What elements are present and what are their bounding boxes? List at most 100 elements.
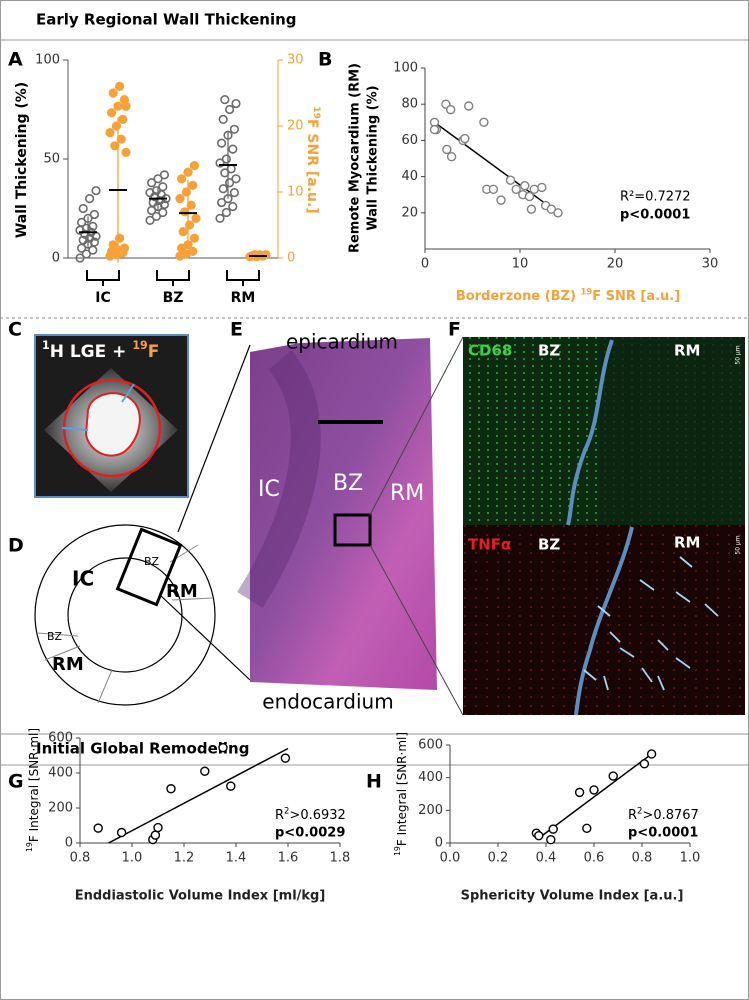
y-axis-label: 19F Integral [SNR·ml] [393,732,409,856]
point [151,211,161,222]
image-label: endocardium [262,690,393,714]
point [218,742,228,753]
histology-image: epicardium endocardium IC BZ RM [237,330,464,716]
y-tick-label: 0 [435,836,443,851]
y-tick-label: 100 [393,61,418,76]
region-label: RM [674,534,700,552]
region-label: BZ [538,536,560,554]
y-tick-label: 600 [418,738,443,753]
trendline [538,753,653,839]
x-tick-label: BZ [163,290,184,306]
y-tick-label: 100 [35,53,60,68]
point [553,208,563,218]
text-part: 19 [132,339,147,352]
point [105,128,115,138]
region-label: BZ [144,555,160,568]
point [106,108,117,118]
point [496,195,506,205]
image-label: epicardium [286,330,398,354]
x-tick-label: 10 [512,257,529,272]
ring-diagram [34,344,251,706]
x-axis-label: Sphericity Volume Index [a.u.] [461,889,684,904]
point [118,114,128,124]
point [91,186,101,196]
text-part: 19 [25,842,34,852]
point [114,233,125,243]
annotation: p<0.0001 [620,208,690,223]
point [158,182,168,192]
x-tick-label: 0.2 [488,851,509,866]
y-tick-label: 600 [48,731,73,746]
point [221,154,231,164]
point [114,81,125,91]
point [178,227,188,237]
text-part: R [275,808,284,823]
trendline [434,121,559,214]
point [188,246,198,256]
point [189,233,199,243]
point [181,187,191,197]
point [220,94,230,105]
x-tick-label: 1.2 [174,851,195,866]
point [88,221,98,231]
point [153,822,163,833]
point [185,220,195,230]
y2-axis-label: 19F SNR [a.u.] [304,106,321,213]
panel-letter: B [318,49,332,71]
point [479,117,489,128]
point [225,104,235,115]
annotation: p<0.0029 [275,826,345,841]
point [151,186,161,196]
text-part: F SNR [a.u.] [304,119,320,214]
y-axis-label: Wall Thickening (%) [14,82,30,238]
x-tick-label: 0.6 [584,851,605,866]
panel-letters: A B C D E F G H [8,49,461,793]
x-tick-label: IC [95,290,110,306]
point [226,781,236,791]
y2-tick-label: 30 [287,53,304,68]
y2-tick-label: 0 [287,251,295,266]
point [116,827,127,838]
point [225,178,235,188]
point [113,101,123,111]
x-tick-label: 1.0 [122,851,143,866]
annotation: p<0.0001 [628,826,698,841]
x-tick-label: 1.0 [680,851,701,866]
point [145,215,155,225]
y-tick-label: 80 [401,97,418,112]
region-label: RM [166,581,198,602]
text-part: >0.6932 [289,808,345,823]
text-part: F Integral [SNR·ml] [395,732,409,846]
text-part: R [628,808,637,823]
point [608,771,618,781]
point [488,184,499,194]
x-tick-label: 1.8 [330,851,351,866]
point [93,823,103,833]
point [520,180,530,191]
point [231,98,241,109]
x-tick-label: 0.4 [536,851,557,866]
text-part: Borderzone (BZ) [456,289,581,304]
region-label: BZ [47,630,63,643]
point [442,144,452,155]
point [111,121,121,131]
point [108,88,118,98]
ring-labels: IC BZ RM BZ RM [47,555,198,675]
point [574,787,585,798]
point [445,104,456,115]
panel-letter: C [8,319,22,341]
point [76,217,87,227]
text-part: H LGE + [50,342,133,362]
point [228,144,238,154]
text-part: 2 [284,805,289,815]
point [524,191,535,202]
y-tick-label: 0 [65,836,73,851]
image-label: 1H LGE + 19F [42,339,159,362]
x-tick-label: 0 [421,257,429,272]
x-tick-label: 1.4 [226,851,247,866]
point [121,147,131,157]
panel-letter: F [448,319,461,341]
region-label: IC [72,567,94,591]
x-axis-label: Borderzone (BZ) 19F SNR [a.u.] [456,286,680,304]
y-tick-label: 0 [52,251,60,266]
